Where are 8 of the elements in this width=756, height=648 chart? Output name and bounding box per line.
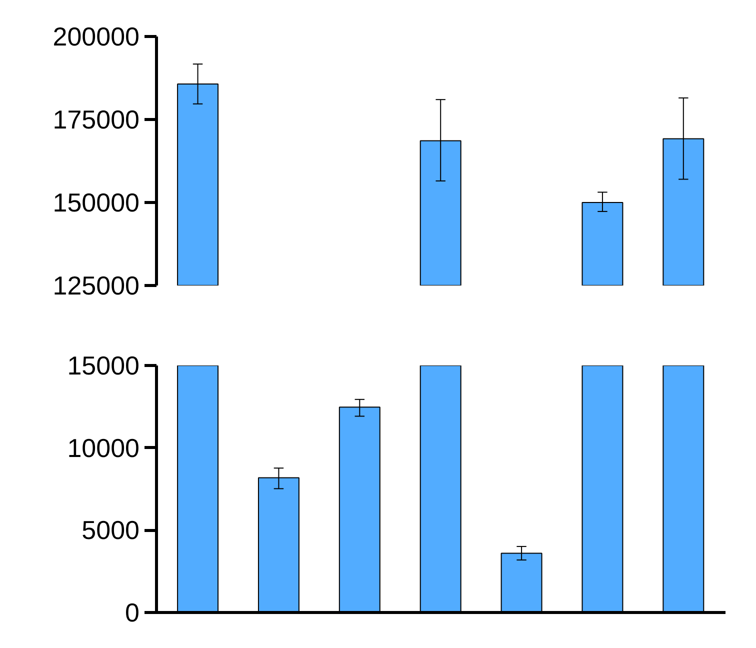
- y-tick-label: 15000: [67, 350, 140, 380]
- y-tick-label: 0: [125, 598, 140, 628]
- y-tick-label: 175000: [52, 104, 140, 134]
- y-tick-label: 125000: [52, 270, 140, 300]
- y-tick-label: 200000: [52, 22, 140, 52]
- y-tick-label: 10000: [67, 432, 140, 463]
- y-tick-label: 5000: [82, 515, 140, 546]
- y-tick-label: 150000: [52, 188, 140, 218]
